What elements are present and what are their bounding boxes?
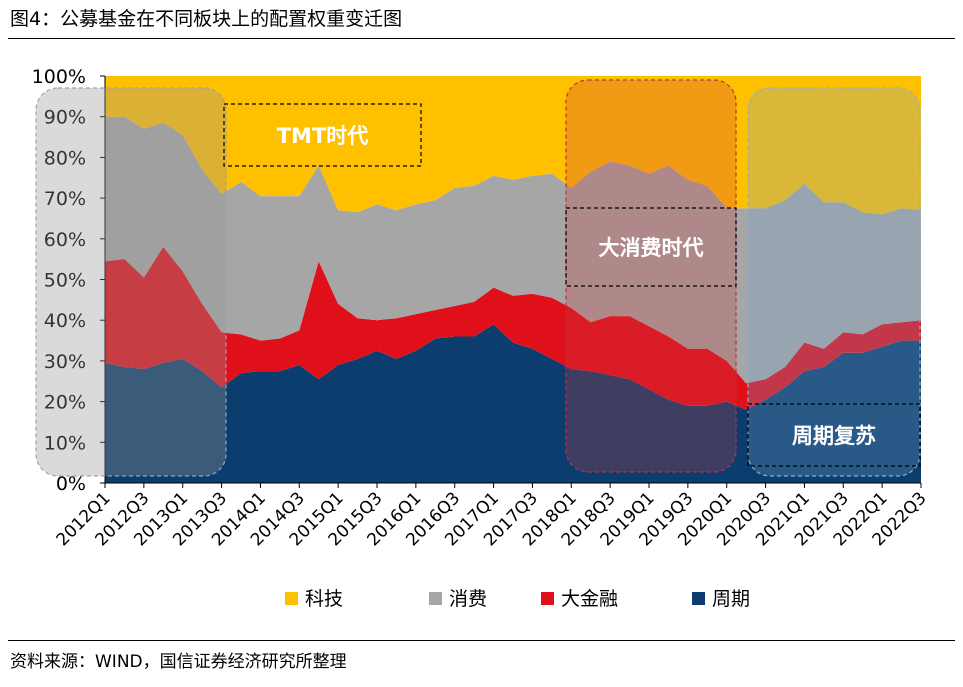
legend: 科技 消费 大金融 周期 [285,588,750,610]
y-tick-label: 90% [44,107,86,129]
title-rule [8,38,955,39]
y-tick-label: 100% [32,66,86,88]
y-tick-label: 10% [44,432,86,454]
series-area-3 [105,76,921,215]
annotation-region-2 [747,87,921,477]
y-tick-label: 50% [44,270,86,292]
y-tick-label: 0% [56,473,86,495]
annotation-label-1: 大消费时代 [599,236,704,260]
legend-swatch-0 [285,592,298,605]
series-area-0 [105,324,921,483]
legend-swatch-3 [692,592,705,605]
annotation-label-box-2 [747,403,921,467]
series-area-2 [105,116,921,384]
annotation-region-0 [35,87,227,477]
legend-label-0: 科技 [305,588,343,610]
y-tick-label: 60% [44,229,86,251]
y-tick-label: 40% [44,310,86,332]
y-tick-label: 30% [44,351,86,373]
annotation-label-0: TMT时代 [277,124,369,148]
legend-label-3: 周期 [712,588,750,610]
y-tick-label: 70% [44,188,86,210]
series-area-1 [105,246,921,410]
legend-swatch-1 [429,592,442,605]
annotation-label-box-0 [223,103,422,167]
legend-label-1: 消费 [449,588,487,610]
annotation-label-box-1 [565,207,737,287]
annotation-region-1 [565,79,737,473]
legend-swatch-2 [541,592,554,605]
annotation-label-2: 周期复苏 [792,424,876,448]
source-note: 资料来源：WIND，国信证券经济研究所整理 [10,652,347,672]
y-tick-label: 80% [44,147,86,169]
y-tick-label: 20% [44,392,86,414]
chart-title: 图4：公募基金在不同板块上的配置权重变迁图 [10,8,403,30]
series-areas [105,76,921,483]
legend-label-2: 大金融 [561,588,618,610]
source-rule [8,640,955,641]
